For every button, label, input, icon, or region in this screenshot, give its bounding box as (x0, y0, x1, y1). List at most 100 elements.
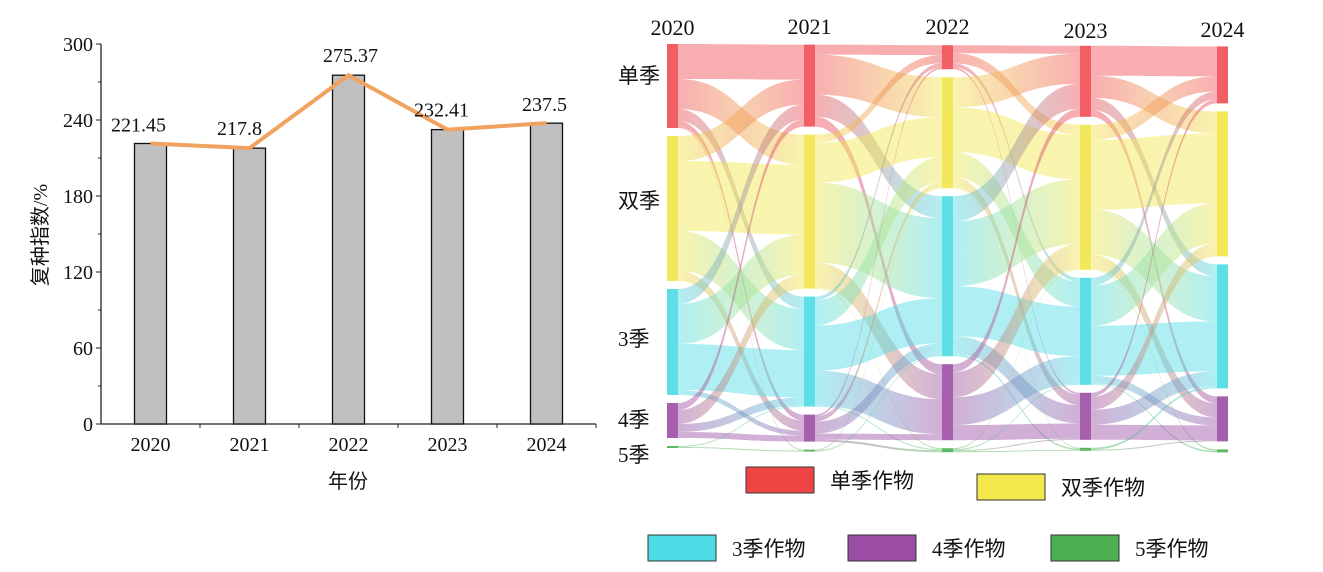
bar (430, 128, 465, 425)
sankey-node (667, 403, 678, 438)
data-label: 237.5 (522, 94, 567, 116)
flow-ribbon (678, 432, 804, 442)
flow-ribbon (953, 83, 1080, 222)
legend-swatch (847, 534, 917, 562)
bar-line-chart: 0 60 120 180 240 300 2020 2021 2022 2023 2024 221.4… (29, 34, 597, 493)
legend-swatch (976, 473, 1046, 501)
flow-ribbon (815, 298, 942, 371)
bar (133, 142, 168, 425)
sankey-node (804, 449, 815, 452)
legend-label: 单季作物 (830, 469, 914, 493)
flow-ribbon (815, 355, 942, 452)
sankey-node (667, 44, 678, 128)
flow-ribbon (1091, 424, 1217, 441)
category-label: 单季 (618, 64, 660, 88)
sankey-node (1080, 277, 1091, 385)
legend-label: 双季作物 (1061, 476, 1145, 500)
category-label: 4季 (618, 408, 650, 432)
flow-ribbon (1091, 371, 1217, 425)
sankey-node (1080, 447, 1091, 451)
year-label: 2021 (788, 14, 832, 39)
x-tick-label: 2020 (131, 434, 171, 456)
data-label: 221.45 (111, 114, 166, 136)
sankey-node (942, 77, 953, 189)
flow-ribbon (815, 405, 942, 451)
y-tick-label: 180 (63, 186, 93, 208)
sankey-node (1217, 396, 1228, 442)
sankey-node (1080, 45, 1091, 117)
y-tick-label: 240 (63, 110, 93, 132)
flow-ribbon (678, 344, 804, 398)
sankey-node (804, 44, 815, 127)
sankey-node (942, 364, 953, 441)
sankey-node (804, 414, 815, 442)
flow-ribbon (678, 274, 804, 424)
bar (331, 74, 366, 425)
y-tick-label: 0 (83, 414, 93, 436)
flow-ribbon (678, 397, 804, 432)
flow-ribbon (1091, 386, 1217, 450)
legend-label: 4季作物 (932, 537, 1006, 561)
flow-ribbon (953, 45, 1080, 54)
flow-ribbon (815, 44, 942, 56)
flow-ribbon (953, 268, 1080, 450)
sankey-node (942, 196, 953, 357)
x-tick-label: 2022 (329, 434, 369, 456)
flow-ribbon (1091, 440, 1217, 451)
sankey-node (942, 448, 953, 453)
flow-ribbon (815, 287, 942, 450)
flow-ribbon (815, 439, 942, 453)
sankey-node (1217, 449, 1228, 453)
flow-ribbon (953, 108, 1080, 373)
flow-ribbon (1091, 243, 1217, 410)
legend-swatch (647, 534, 717, 562)
flow-ribbon (678, 104, 804, 304)
x-tick-label: 2023 (428, 434, 468, 456)
sankey-node (804, 134, 815, 289)
flow-ribbon (815, 187, 942, 451)
year-label: 2022 (926, 14, 970, 39)
flow-ribbon (678, 405, 804, 447)
bar (529, 122, 564, 425)
flow-ribbon (815, 182, 942, 422)
flow-ribbon (815, 67, 942, 417)
sankey-node (942, 45, 953, 70)
flow-ribbon (953, 53, 1080, 108)
flow-ribbon (953, 179, 1080, 287)
flow-ribbon (1091, 91, 1217, 286)
flow-ribbon (953, 383, 1080, 451)
legend-label: 3季作物 (732, 537, 806, 561)
bar (232, 147, 267, 425)
flow-ribbon (953, 243, 1080, 398)
x-axis-title: 年份 (328, 470, 368, 493)
flow-ribbon (815, 370, 942, 435)
flow-ribbon (1091, 76, 1217, 140)
flow-ribbon (815, 117, 942, 183)
data-label: 232.41 (414, 100, 469, 122)
y-tick-label: 60 (73, 338, 93, 360)
sankey-node (1217, 111, 1228, 257)
legend-swatch (1050, 534, 1120, 562)
flows (678, 44, 1217, 453)
flow-ribbon (953, 177, 1080, 406)
flow-ribbon (953, 63, 1080, 282)
flow-ribbon (815, 63, 942, 301)
data-label: 275.37 (323, 45, 378, 67)
line-series (150, 73, 547, 151)
flow-ribbon (678, 119, 804, 410)
category-label: 双季 (618, 189, 660, 213)
category-label: 5季 (618, 443, 650, 467)
sankey-node (1080, 392, 1091, 440)
x-tick-label: 2021 (230, 434, 270, 456)
year-label: 2024 (1201, 17, 1245, 42)
flow-ribbon (815, 54, 942, 118)
flow-ribbon (1091, 99, 1217, 397)
flow-ribbon (953, 450, 1080, 453)
category-label: 3季 (618, 327, 650, 351)
data-label: 217.8 (217, 118, 262, 140)
flow-ribbon (678, 234, 804, 344)
legend-label: 5季作物 (1135, 537, 1209, 561)
flow-ribbon (815, 343, 942, 434)
sankey-node (804, 296, 815, 407)
